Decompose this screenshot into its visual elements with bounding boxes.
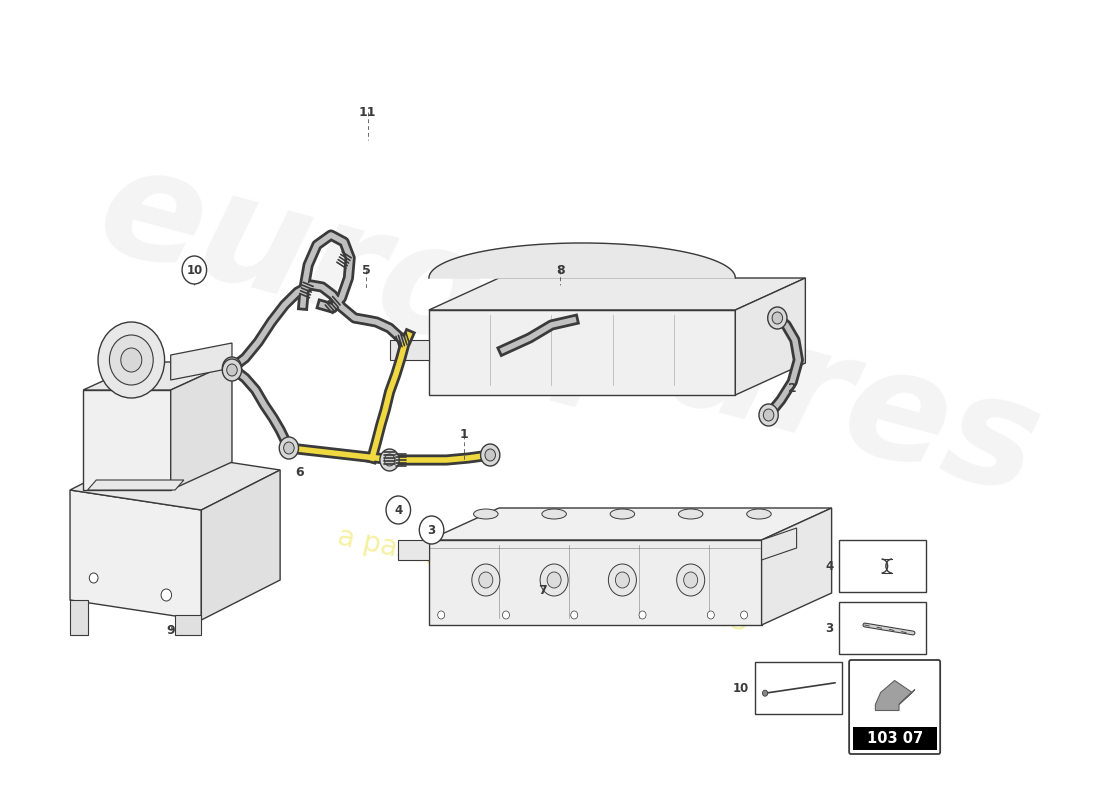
FancyBboxPatch shape [838,602,926,654]
Polygon shape [88,480,184,490]
Circle shape [384,454,395,466]
Text: 4: 4 [825,559,834,573]
Circle shape [89,573,98,583]
Polygon shape [761,508,832,625]
Polygon shape [84,362,232,390]
Circle shape [222,357,242,379]
Circle shape [772,312,782,324]
Text: 2: 2 [788,382,796,394]
Circle shape [438,611,444,619]
Circle shape [684,572,697,588]
Circle shape [740,611,748,619]
Text: 3: 3 [428,523,436,537]
Text: 9: 9 [166,623,175,637]
Circle shape [571,611,578,619]
Text: 5: 5 [362,263,371,277]
Text: 8: 8 [556,263,564,277]
Polygon shape [175,615,201,635]
Text: 10: 10 [733,682,749,694]
Ellipse shape [542,509,566,519]
Text: 10: 10 [186,263,202,277]
Text: 103 07: 103 07 [867,731,923,746]
Circle shape [478,572,493,588]
Text: eurospares: eurospares [84,133,1055,527]
Polygon shape [389,340,429,360]
Circle shape [121,348,142,372]
Circle shape [183,256,207,284]
Circle shape [540,564,568,596]
Text: 11: 11 [359,106,376,118]
Circle shape [762,690,768,696]
Text: 1: 1 [460,429,469,442]
Ellipse shape [474,509,498,519]
Circle shape [481,444,499,466]
Circle shape [161,589,172,601]
Polygon shape [170,362,232,490]
Circle shape [472,564,499,596]
Ellipse shape [679,509,703,519]
Circle shape [386,496,410,524]
Circle shape [639,611,646,619]
Text: 4: 4 [394,503,403,517]
Circle shape [547,572,561,588]
Polygon shape [761,528,796,560]
Polygon shape [429,278,805,310]
Circle shape [284,442,294,454]
Circle shape [608,564,637,596]
Polygon shape [876,681,912,710]
Text: 6: 6 [295,466,304,478]
FancyBboxPatch shape [755,662,843,714]
Circle shape [419,516,443,544]
Bar [852,726,937,750]
Circle shape [707,611,714,619]
FancyBboxPatch shape [838,540,926,592]
Polygon shape [429,310,735,395]
Text: 3: 3 [825,622,834,634]
Polygon shape [899,690,915,705]
Text: 7: 7 [538,583,547,597]
Circle shape [485,449,495,461]
Circle shape [503,611,509,619]
Circle shape [227,364,238,376]
Circle shape [98,322,165,398]
Polygon shape [84,390,170,490]
Circle shape [676,564,705,596]
Polygon shape [201,470,280,620]
Circle shape [763,409,773,421]
Circle shape [222,359,242,381]
Polygon shape [429,243,735,278]
FancyBboxPatch shape [849,660,940,754]
Circle shape [109,335,153,385]
Polygon shape [398,540,429,560]
Polygon shape [70,490,201,620]
Polygon shape [429,540,761,625]
Polygon shape [70,600,88,635]
Ellipse shape [747,509,771,519]
Circle shape [759,404,778,426]
Polygon shape [735,278,805,395]
Circle shape [768,307,786,329]
Circle shape [379,449,399,471]
Circle shape [615,572,629,588]
Polygon shape [70,450,280,510]
Circle shape [279,437,298,459]
Circle shape [227,362,238,374]
Polygon shape [429,508,832,540]
Text: a passion for parts since 1985: a passion for parts since 1985 [334,522,751,638]
Ellipse shape [610,509,635,519]
Polygon shape [170,343,232,380]
